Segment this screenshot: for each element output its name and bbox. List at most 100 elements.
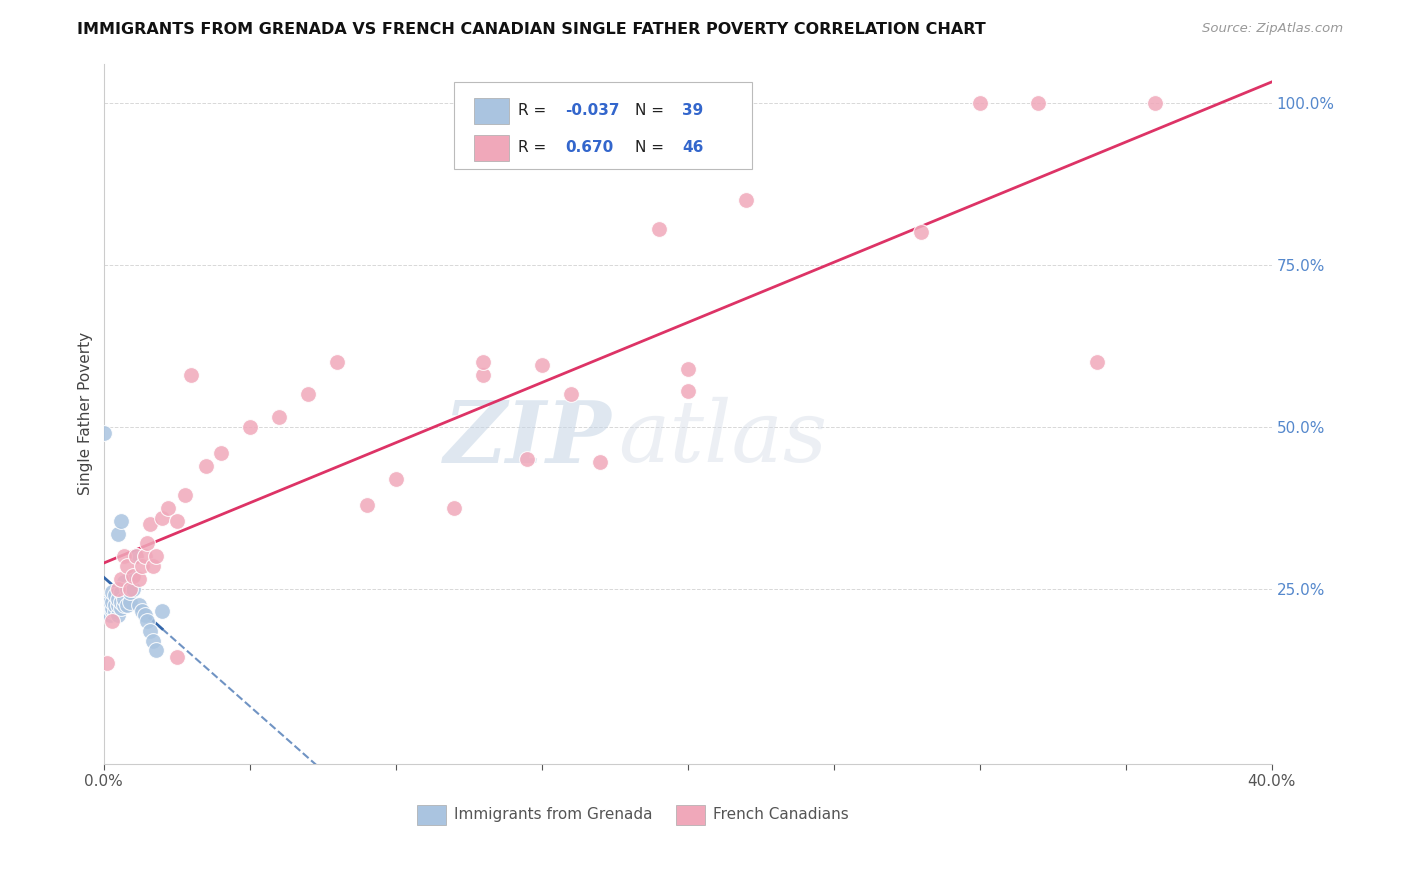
Point [93,426,115,441]
Point [136,536,159,550]
Text: 39: 39 [682,103,703,119]
Point [384,472,406,486]
Point [267,410,290,425]
Point [125,549,148,564]
Point [122,569,145,583]
Point [110,595,132,609]
Point [145,549,167,564]
Point [326,355,349,369]
Text: ZIP: ZIP [444,397,612,480]
Text: 0.670: 0.670 [565,140,613,155]
Point [150,605,173,619]
Point [107,607,129,622]
Text: Immigrants from Grenada: Immigrants from Grenada [454,807,652,822]
Point [139,516,162,531]
Point [516,452,538,467]
Point [110,572,132,586]
Point [110,601,132,615]
Point [239,420,262,434]
Y-axis label: Single Father Poverty: Single Father Poverty [79,333,93,495]
Point [98,595,121,609]
Point [131,605,153,619]
Point [115,559,138,574]
Point [676,384,699,399]
Point [150,510,173,524]
Point [110,514,132,528]
Point [107,598,129,612]
Point [910,226,932,240]
Point [145,643,167,657]
Point [104,588,127,602]
Point [356,498,378,512]
Point [101,614,124,628]
Point [156,500,179,515]
Point [134,607,156,622]
Point [142,633,165,648]
Point [1144,95,1167,110]
Point [735,193,758,207]
Point [166,514,188,528]
Point [166,649,188,664]
Point [112,575,135,590]
Point [118,585,141,599]
Point [647,222,669,236]
Point [136,614,159,628]
Point [115,598,138,612]
Text: atlas: atlas [617,397,827,480]
Point [101,601,124,615]
Point [443,500,465,515]
Point [112,591,135,606]
Point [142,559,165,574]
Text: IMMIGRANTS FROM GRENADA VS FRENCH CANADIAN SINGLE FATHER POVERTY CORRELATION CHA: IMMIGRANTS FROM GRENADA VS FRENCH CANADI… [77,22,986,37]
Point [297,387,319,401]
Point [98,601,121,615]
Point [118,582,141,596]
Point [104,598,127,612]
Point [560,387,582,401]
Point [472,355,495,369]
Point [96,657,118,671]
Point [101,585,124,599]
Point [174,488,197,502]
Point [589,455,612,469]
Point [125,549,148,564]
Point [122,582,145,596]
Text: N =: N = [636,140,669,155]
Text: -0.037: -0.037 [565,103,620,119]
FancyBboxPatch shape [474,135,509,161]
Point [472,368,495,382]
FancyBboxPatch shape [676,805,706,824]
Point [969,95,991,110]
FancyBboxPatch shape [474,97,509,124]
Point [112,598,135,612]
Point [209,446,232,460]
Point [96,595,118,609]
Point [115,582,138,596]
Point [110,585,132,599]
Point [139,624,162,638]
Text: N =: N = [636,103,669,119]
Point [101,595,124,609]
Point [1026,95,1049,110]
Point [101,605,124,619]
Point [107,591,129,606]
Text: R =: R = [519,103,551,119]
Text: Source: ZipAtlas.com: Source: ZipAtlas.com [1202,22,1343,36]
Point [1085,355,1108,369]
Point [128,598,150,612]
Point [107,526,129,541]
Point [128,572,150,586]
FancyBboxPatch shape [416,805,446,824]
FancyBboxPatch shape [454,81,752,169]
Point [676,361,699,376]
Text: R =: R = [519,140,557,155]
Point [96,605,118,619]
Point [180,368,202,382]
Point [530,359,553,373]
Point [104,605,127,619]
Point [122,569,145,583]
Point [118,595,141,609]
Point [134,549,156,564]
Text: 46: 46 [682,140,703,155]
Point [112,549,135,564]
